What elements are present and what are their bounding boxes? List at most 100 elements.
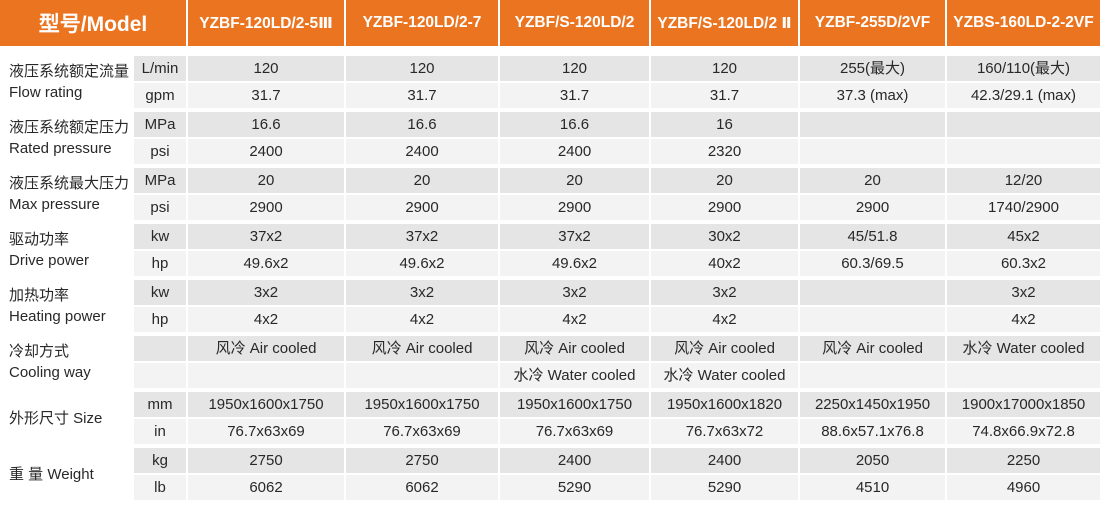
value-cell: 160/110(最大) — [947, 56, 1100, 81]
value-cell: 水冷 Water cooled — [651, 363, 798, 388]
spec-label-zh: 重 量 Weight — [9, 465, 94, 483]
value-cell: 4x2 — [188, 307, 344, 332]
value-cell: 水冷 Water cooled — [947, 336, 1100, 361]
model-header: YZBS-160LD-2-2VF — [947, 0, 1100, 46]
spec-label-zh: 冷却方式 — [9, 343, 70, 360]
value-cell: 49.6x2 — [346, 251, 498, 276]
value-cell: 3x2 — [947, 280, 1100, 305]
value-cell: 2050 — [800, 448, 945, 473]
value-cell: 4x2 — [500, 307, 649, 332]
value-cell — [947, 363, 1100, 388]
value-cell: 6062 — [346, 475, 498, 500]
value-cell: 4x2 — [947, 307, 1100, 332]
value-cell: 2900 — [346, 195, 498, 220]
spec-group-flow-rating: 液压系统额定流量 Flow rating L/min 120 120 120 1… — [0, 56, 1100, 108]
value-cell: 60.3/69.5 — [800, 251, 945, 276]
value-cell: 风冷 Air cooled — [346, 336, 498, 361]
value-cell: 37x2 — [346, 224, 498, 249]
model-header: YZBF/S-120LD/2 — [500, 0, 649, 46]
spec-label-en: Drive power — [9, 252, 90, 269]
spec-group-cooling-way: 冷却方式 Cooling way 风冷 Air cooled 风冷 Air co… — [0, 336, 1100, 388]
value-cell: 3x2 — [651, 280, 798, 305]
value-cell: 3x2 — [346, 280, 498, 305]
value-cell: 风冷 Air cooled — [651, 336, 798, 361]
spec-label-zh: 加热功率 — [9, 287, 70, 304]
value-cell: 20 — [800, 168, 945, 193]
unit-cell: psi — [134, 195, 186, 220]
spec-label: 液压系统最大压力 Max pressure — [0, 168, 132, 220]
value-cell: 45/51.8 — [800, 224, 945, 249]
value-cell: 16.6 — [188, 112, 344, 137]
value-cell: 20 — [188, 168, 344, 193]
value-cell — [800, 139, 945, 164]
value-cell: 2900 — [800, 195, 945, 220]
value-cell: 1950x1600x1820 — [651, 392, 798, 417]
spec-label: 液压系统额定流量 Flow rating — [0, 56, 132, 108]
value-cell: 31.7 — [346, 83, 498, 108]
model-header: YZBF-120LD/2-5Ⅲ — [188, 0, 344, 46]
spec-label-en: Heating power — [9, 308, 106, 325]
spec-label-zh: 液压系统额定压力 — [9, 119, 130, 136]
spec-group-drive-power: 驱动功率 Drive power kw 37x2 37x2 37x2 30x2 … — [0, 224, 1100, 276]
spec-group-rated-pressure: 液压系统额定压力 Rated pressure MPa 16.6 16.6 16… — [0, 112, 1100, 164]
value-cell: 76.7x63x72 — [651, 419, 798, 444]
value-cell: 40x2 — [651, 251, 798, 276]
unit-cell: gpm — [134, 83, 186, 108]
spec-label: 加热功率 Heating power — [0, 280, 132, 332]
value-cell: 2400 — [346, 139, 498, 164]
value-cell: 2900 — [651, 195, 798, 220]
spec-label-en: Max pressure — [9, 196, 100, 213]
model-header: YZBF/S-120LD/2 Ⅱ — [651, 0, 798, 46]
value-cell: 2750 — [188, 448, 344, 473]
value-cell: 37x2 — [500, 224, 649, 249]
value-cell: 3x2 — [188, 280, 344, 305]
value-cell: 2250x1450x1950 — [800, 392, 945, 417]
unit-cell: MPa — [134, 168, 186, 193]
unit-cell: L/min — [134, 56, 186, 81]
value-cell: 5290 — [651, 475, 798, 500]
value-cell: 水冷 Water cooled — [500, 363, 649, 388]
value-cell: 16 — [651, 112, 798, 137]
value-cell: 2900 — [188, 195, 344, 220]
value-cell: 1900x17000x1850 — [947, 392, 1100, 417]
value-cell — [947, 112, 1100, 137]
value-cell: 120 — [651, 56, 798, 81]
spec-label: 冷却方式 Cooling way — [0, 336, 132, 388]
spec-label: 外形尺寸 Size — [0, 392, 132, 444]
value-cell: 42.3/29.1 (max) — [947, 83, 1100, 108]
value-cell: 2250 — [947, 448, 1100, 473]
value-cell: 30x2 — [651, 224, 798, 249]
value-cell: 37.3 (max) — [800, 83, 945, 108]
spec-group-weight: 重 量 Weight kg 2750 2750 2400 2400 2050 2… — [0, 448, 1100, 500]
unit-cell: kw — [134, 224, 186, 249]
unit-cell: hp — [134, 251, 186, 276]
value-cell: 20 — [500, 168, 649, 193]
value-cell: 6062 — [188, 475, 344, 500]
value-cell: 37x2 — [188, 224, 344, 249]
value-cell: 2400 — [188, 139, 344, 164]
unit-cell: mm — [134, 392, 186, 417]
model-header: YZBF-120LD/2-7 — [346, 0, 498, 46]
spec-label-zh: 液压系统额定流量 — [9, 63, 130, 80]
value-cell: 2900 — [500, 195, 649, 220]
value-cell: 5290 — [500, 475, 649, 500]
unit-cell: in — [134, 419, 186, 444]
value-cell — [800, 112, 945, 137]
spec-label: 液压系统额定压力 Rated pressure — [0, 112, 132, 164]
value-cell: 2400 — [500, 139, 649, 164]
value-cell: 49.6x2 — [188, 251, 344, 276]
spec-label-en: Flow rating — [9, 84, 83, 101]
value-cell: 4x2 — [346, 307, 498, 332]
unit-cell — [134, 336, 186, 361]
spec-group-heating-power: 加热功率 Heating power kw 3x2 3x2 3x2 3x2 3x… — [0, 280, 1100, 332]
value-cell: 120 — [500, 56, 649, 81]
value-cell: 4510 — [800, 475, 945, 500]
unit-cell: kg — [134, 448, 186, 473]
value-cell: 76.7x63x69 — [188, 419, 344, 444]
unit-cell: lb — [134, 475, 186, 500]
spec-label: 驱动功率 Drive power — [0, 224, 132, 276]
spec-label-zh: 液压系统最大压力 — [9, 175, 130, 192]
value-cell — [800, 363, 945, 388]
spec-label-en: Cooling way — [9, 364, 91, 381]
value-cell: 3x2 — [500, 280, 649, 305]
